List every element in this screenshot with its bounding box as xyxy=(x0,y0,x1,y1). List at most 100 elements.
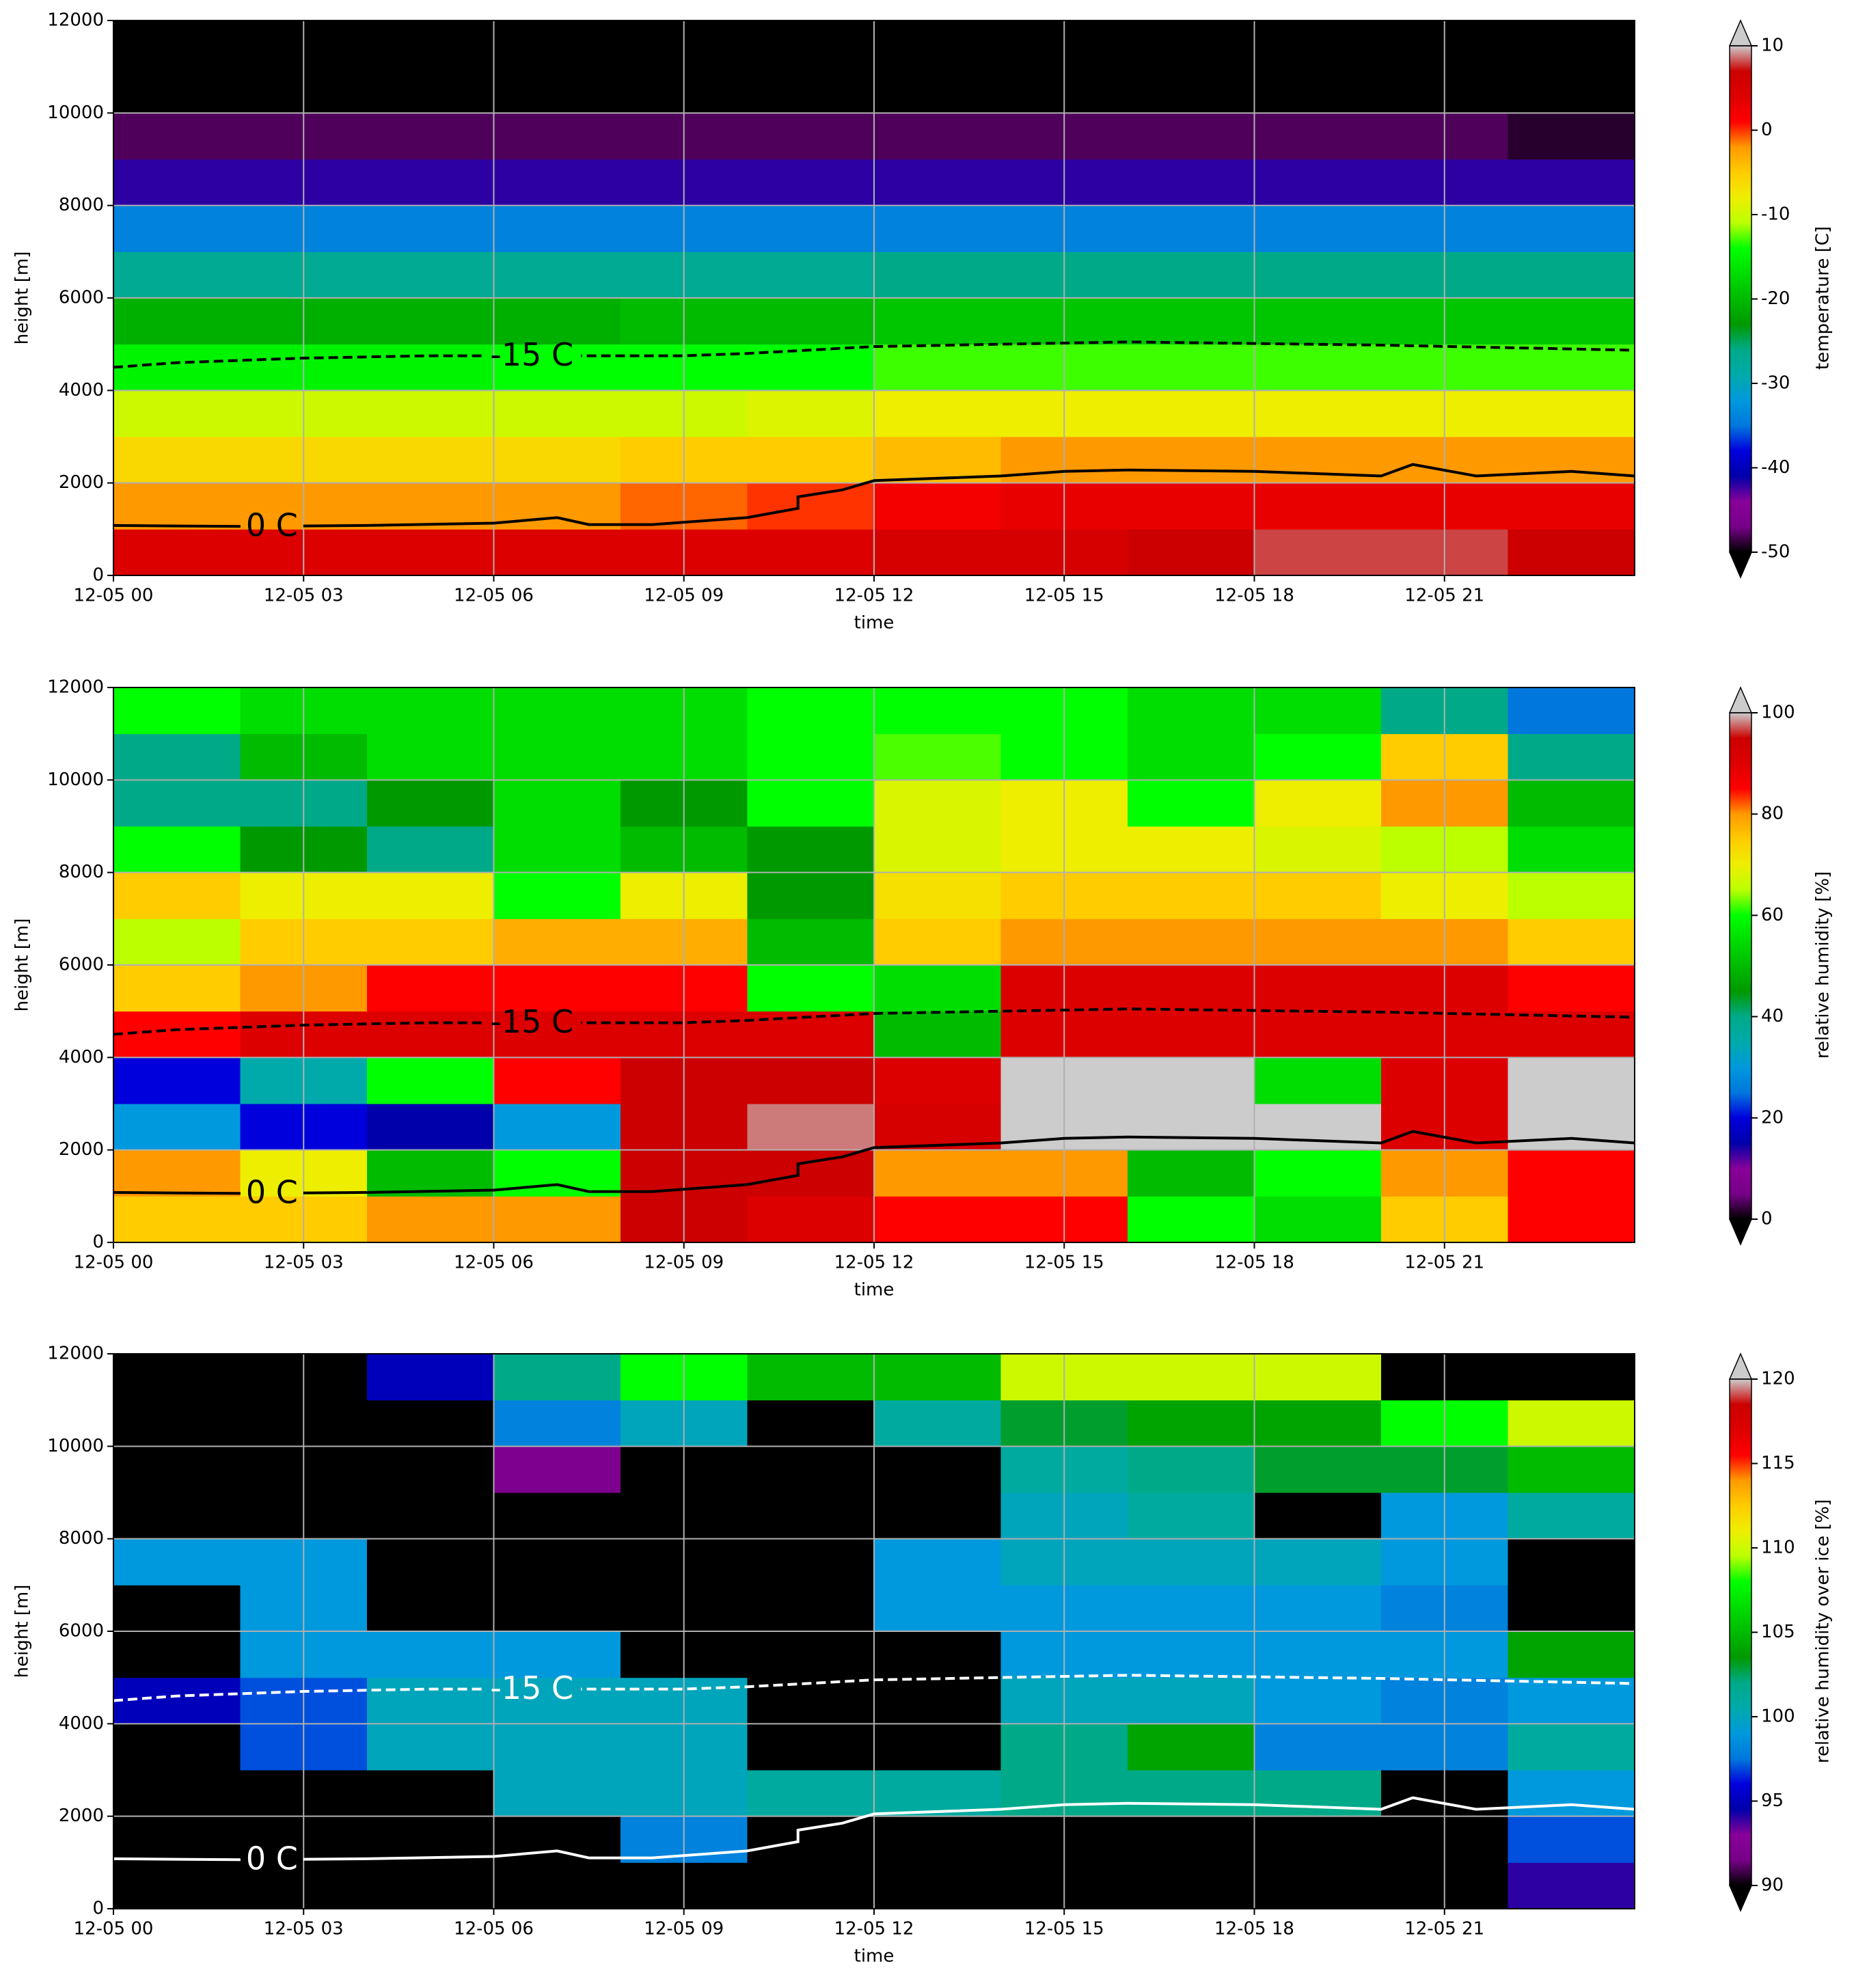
heatmap-cell xyxy=(493,1011,621,1058)
x-tick-label: 12-05 06 xyxy=(454,1919,534,1939)
heatmap-cell xyxy=(493,1724,621,1771)
heatmap-cell xyxy=(1128,1493,1255,1540)
heatmap-cell xyxy=(874,482,1001,530)
colorbar-tick-label: -10 xyxy=(1761,204,1790,225)
heatmap-cell xyxy=(1508,826,1635,873)
heatmap-cell xyxy=(874,66,1001,113)
y-tick-label: 12000 xyxy=(47,677,104,698)
y-tick-label: 0 xyxy=(92,565,104,586)
heatmap-cell xyxy=(367,298,494,345)
heatmap-cell xyxy=(747,826,875,873)
heatmap-cell xyxy=(1128,1149,1255,1197)
heatmap-cell xyxy=(1128,1770,1255,1817)
heatmap-cell xyxy=(493,1631,621,1678)
heatmap-cell xyxy=(113,1446,241,1493)
heatmap-cell xyxy=(747,205,875,252)
colorbar-tick-label: -40 xyxy=(1761,457,1790,478)
heatmap-cell xyxy=(874,1196,1001,1242)
x-tick-label: 12-05 03 xyxy=(264,586,344,606)
contour-label: 0 C xyxy=(246,1173,298,1210)
heatmap-cell xyxy=(1508,298,1635,345)
heatmap-cell xyxy=(113,1677,241,1724)
heatmap-cell xyxy=(747,1770,875,1817)
heatmap-cell xyxy=(113,872,241,919)
x-tick-label: 12-05 18 xyxy=(1214,1919,1294,1939)
heatmap-cell xyxy=(874,251,1001,299)
heatmap-cell xyxy=(1128,1354,1255,1401)
heatmap-cell xyxy=(1254,529,1382,575)
heatmap-cell xyxy=(1254,1400,1382,1447)
colorbar-extend-under xyxy=(1728,1218,1753,1246)
heatmap-cell xyxy=(367,918,494,966)
heatmap-cell xyxy=(493,1196,621,1242)
heatmap-cell xyxy=(747,1631,875,1678)
heatmap-cell xyxy=(1128,1104,1255,1151)
heatmap-cell xyxy=(367,826,494,873)
heatmap-cell xyxy=(1508,1196,1635,1242)
colorbar-tick-label: 95 xyxy=(1761,1790,1784,1811)
heatmap-cell xyxy=(874,1538,1001,1585)
heatmap-cell xyxy=(747,437,875,484)
y-tick-label: 2000 xyxy=(59,1806,104,1826)
heatmap-cell xyxy=(1254,733,1382,780)
heatmap-cell xyxy=(367,1400,494,1447)
colorbar-label: temperature [C] xyxy=(1813,226,1833,370)
heatmap-cell xyxy=(1508,1104,1635,1151)
heatmap-cell xyxy=(874,1011,1001,1058)
x-tick-label: 12-05 12 xyxy=(834,1919,914,1939)
heatmap-cell xyxy=(747,1149,875,1197)
heatmap-cell xyxy=(1254,1862,1382,1909)
heatmap-cell xyxy=(367,344,494,391)
contour-label: -15 C xyxy=(490,336,573,373)
heatmap-cell xyxy=(113,113,241,160)
heatmap-cell xyxy=(874,965,1001,1012)
colorbar-tick-label: 100 xyxy=(1761,703,1795,723)
heatmap-cell xyxy=(493,872,621,919)
heatmap-cell xyxy=(1508,159,1635,206)
colorbar-tick-label: 105 xyxy=(1761,1622,1795,1642)
heatmap-cell xyxy=(747,1724,875,1771)
heatmap-cell xyxy=(1128,872,1255,919)
x-tick-label: 12-05 15 xyxy=(1024,1919,1104,1939)
heatmap-cell xyxy=(367,66,494,113)
y-tick-label: 0 xyxy=(92,1232,104,1253)
x-tick-label: 12-05 03 xyxy=(264,1919,344,1939)
heatmap-cell xyxy=(113,1816,241,1863)
heatmap-cell xyxy=(1128,965,1255,1012)
heatmap-cell xyxy=(874,1816,1001,1863)
heatmap-cell xyxy=(1128,21,1255,68)
heatmap-cell xyxy=(874,298,1001,345)
heatmap-cell xyxy=(1128,344,1255,391)
heatmap-cell xyxy=(1128,780,1255,827)
heatmap-cell xyxy=(747,1104,875,1151)
heatmap-cell xyxy=(1254,66,1382,113)
heatmap-cell xyxy=(493,21,621,68)
heatmap-cell xyxy=(747,1862,875,1909)
y-tick-label: 12000 xyxy=(47,1344,104,1364)
heatmap-cell xyxy=(1254,159,1382,206)
heatmap-cell xyxy=(1508,344,1635,391)
heatmap-cell xyxy=(1254,1196,1382,1242)
heatmap-cell xyxy=(113,251,241,299)
heatmap-cell xyxy=(113,437,241,484)
heatmap-cell xyxy=(367,872,494,919)
heatmap-cell xyxy=(367,1196,494,1242)
heatmap-cell xyxy=(1508,780,1635,827)
heatmap-cell xyxy=(367,205,494,252)
x-axis-label: time xyxy=(854,613,895,634)
heatmap-cell xyxy=(367,965,494,1012)
heatmap-cell xyxy=(113,1631,241,1678)
heatmap-cell xyxy=(493,1057,621,1104)
contour-label: -15 C xyxy=(490,1003,573,1040)
colorbar-extend-under xyxy=(1728,1885,1753,1912)
heatmap-cell xyxy=(747,1057,875,1104)
heatmap-cell xyxy=(493,66,621,113)
heatmap-cell xyxy=(747,687,875,735)
heatmap-cell xyxy=(874,1057,1001,1104)
heatmap-cell xyxy=(1128,1446,1255,1493)
heatmap-cell xyxy=(874,344,1001,391)
colorbar-label: relative humidity over ice [%] xyxy=(1813,1499,1833,1763)
heatmap-cell xyxy=(493,159,621,206)
heatmap-cell xyxy=(1254,872,1382,919)
